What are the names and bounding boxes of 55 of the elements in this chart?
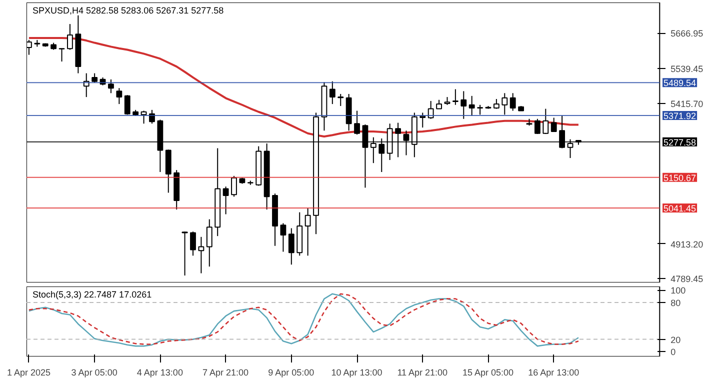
- candlestick: [493, 98, 500, 110]
- chart-title: SPXUSD,H4 5282.58 5283.06 5267.31 5277.58: [32, 6, 224, 16]
- candlestick: [502, 92, 508, 116]
- candlestick: [124, 94, 130, 116]
- x-tick-label: 4 Apr 13:00: [136, 368, 183, 378]
- x-tick-label: 1 Apr 2025: [6, 368, 50, 378]
- y-tick-label: 5539.45: [670, 64, 704, 74]
- y-tick-label: 5666.95: [670, 28, 704, 39]
- candlestick: [222, 186, 229, 215]
- candlestick: [67, 24, 73, 50]
- candlestick: [420, 112, 426, 128]
- candlestick: [165, 149, 172, 194]
- candlestick: [116, 88, 122, 105]
- y-tick-label: 4789.45: [670, 274, 704, 284]
- ref-line-label: 5041.45: [664, 203, 696, 214]
- candlestick: [58, 48, 65, 62]
- candlestick: [542, 108, 549, 134]
- candlestick: [354, 110, 360, 136]
- candlestick: [452, 88, 458, 106]
- x-tick-label: 9 Apr 05:00: [268, 368, 314, 378]
- candlestick: [288, 228, 294, 266]
- candlestick: [468, 95, 475, 116]
- ref-line-label: 5371.92: [664, 111, 696, 122]
- candlestick: [280, 222, 286, 252]
- y-tick-label: 4913.20: [670, 239, 704, 250]
- chart-title: Stoch(5,3,3) 22.7487 17.0261: [32, 290, 152, 300]
- candlestick: [198, 236, 204, 274]
- ref-line-label: 5150.67: [664, 172, 696, 183]
- candlestick: [206, 218, 212, 268]
- x-tick-label: 10 Apr 13:00: [331, 368, 382, 378]
- x-tick-label: 11 Apr 21:00: [397, 368, 448, 378]
- candlestick: [550, 117, 557, 133]
- candlestick: [231, 175, 237, 198]
- y-tick-label: 0: [670, 347, 676, 358]
- candlestick: [108, 78, 114, 94]
- candlestick: [460, 90, 467, 120]
- y-tick-label: 20: [670, 334, 681, 345]
- y-tick-label: 100: [670, 286, 686, 296]
- candlestick: [477, 104, 483, 116]
- candlestick: [140, 110, 147, 124]
- candlestick: [182, 231, 188, 276]
- x-tick-label: 15 Apr 05:00: [462, 368, 514, 378]
- x-tick-label: 16 Apr 13:00: [528, 368, 580, 378]
- x-tick-label: 7 Apr 21:00: [202, 368, 249, 378]
- candlestick: [510, 92, 516, 112]
- candlestick: [534, 118, 540, 134]
- candlestick: [190, 231, 196, 256]
- ref-line-label: 5489.54: [664, 78, 696, 88]
- x-tick-label: 3 Apr 05:00: [71, 368, 118, 378]
- y-tick-label: 5415.70: [670, 98, 704, 109]
- candlestick: [329, 80, 336, 105]
- candlestick: [338, 93, 344, 106]
- ref-line-label: 5277.58: [664, 137, 696, 148]
- candlestick: [304, 208, 311, 256]
- y-tick-label: 80: [670, 298, 681, 308]
